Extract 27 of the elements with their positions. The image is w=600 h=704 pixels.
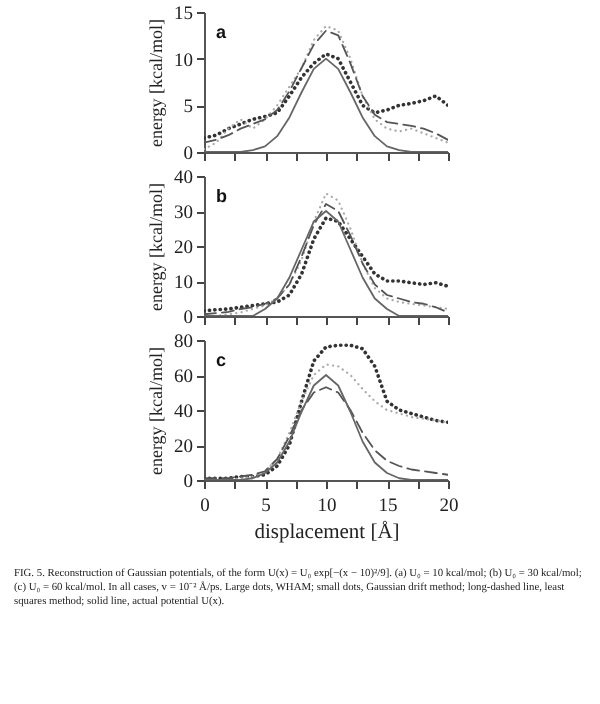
- y-tick-label: 40: [174, 169, 194, 189]
- y-tick-label: 0: [183, 309, 194, 329]
- y-tick-label: 10: [174, 274, 194, 294]
- annotation: c: [216, 350, 227, 370]
- y-tick-label: 40: [174, 403, 194, 423]
- y-tick-label: 80: [174, 333, 194, 353]
- line-series: [204, 52, 448, 140]
- y-tick-label: 0: [183, 145, 194, 165]
- x-tick-label: 20: [439, 497, 459, 517]
- x-tick-label: 15: [378, 497, 398, 517]
- y-tick-label: 10: [174, 51, 194, 72]
- y-axis-title: energy [kcal/mol]: [146, 18, 166, 148]
- y-tick-label: 5: [183, 98, 194, 119]
- y-tick-label: 20: [174, 239, 194, 259]
- annotation: b: [216, 186, 228, 206]
- x-tick-label: 0: [200, 497, 211, 517]
- y-tick-label: 30: [174, 204, 194, 224]
- x-axis-title: displacement [Å]: [254, 520, 400, 544]
- y-tick-label: 20: [174, 438, 194, 458]
- y-axis-title: energy [kcal/mol]: [146, 346, 166, 476]
- y-tick-label: 60: [174, 368, 194, 388]
- x-tick-label: 10: [317, 497, 337, 517]
- y-axis-title: energy [kcal/mol]: [146, 182, 166, 312]
- annotation: a: [216, 22, 228, 42]
- x-tick-label: 5: [261, 497, 272, 517]
- y-tick-label: 15: [174, 5, 194, 25]
- y-tick-label: 0: [183, 473, 194, 493]
